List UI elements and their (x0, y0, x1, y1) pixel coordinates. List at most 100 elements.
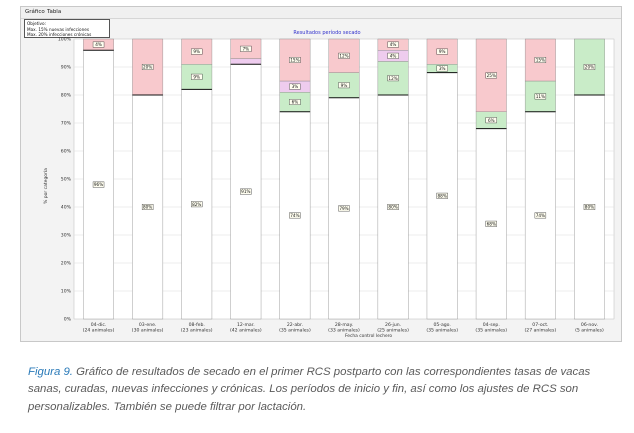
value-label-box (583, 204, 596, 210)
value-label: 88% (438, 193, 447, 198)
value-label: 4% (390, 42, 397, 47)
x-tick-count: (24 animales) (83, 328, 115, 334)
value-label: 80% (585, 205, 594, 210)
menu-tabla[interactable]: Tabla (47, 9, 62, 15)
value-label: 15% (536, 58, 545, 63)
x-tick-count: (23 animales) (181, 328, 213, 334)
value-label: 9% (439, 49, 446, 54)
value-label-box (191, 201, 203, 208)
value-label: 3% (439, 66, 446, 71)
figure-caption: Figura 9. Gráfico de resultados de secad… (28, 364, 618, 416)
value-label: 12% (388, 76, 397, 81)
objectives-title: Objetivo: (27, 21, 46, 26)
value-label: 82% (192, 202, 201, 207)
value-label: 80% (388, 205, 397, 210)
value-label-box (141, 64, 154, 70)
value-label-box (92, 41, 105, 48)
value-label: 12% (339, 53, 348, 58)
y-tick-label: 20% (61, 261, 72, 267)
value-label: 7% (242, 46, 249, 51)
x-tick-date: 08-feb. (189, 322, 205, 328)
y-tick-label: 90% (61, 65, 72, 71)
x-tick-count: (35 animales) (279, 328, 311, 334)
objectives-box: Objetivo: Max. 15% nuevas infecciones Ma… (24, 19, 110, 38)
y-tick-label: 40% (61, 205, 72, 211)
value-label: 20% (585, 65, 594, 70)
value-label-box (436, 48, 448, 55)
x-tick-date: 04-sep. (483, 322, 500, 328)
app-window: Gráfico Tabla Objetivo: Max. 15% nuevas … (20, 6, 622, 342)
x-tick-count: (35 animales) (475, 328, 507, 334)
value-label-box (583, 64, 596, 70)
value-label-box (534, 212, 547, 219)
menu-bar: Gráfico Tabla (21, 7, 621, 19)
y-tick-label: 10% (61, 289, 72, 295)
y-tick-label: 80% (61, 93, 72, 99)
value-label: 74% (536, 213, 545, 218)
value-label-box (485, 220, 497, 227)
value-label-box (141, 204, 154, 210)
value-label-box (240, 45, 252, 52)
x-tick-count: (35 animales) (426, 328, 458, 334)
value-label-box (191, 48, 203, 55)
x-tick-count: (27 animales) (525, 328, 557, 334)
value-label-box (534, 57, 547, 63)
value-label-box (191, 73, 203, 80)
value-label: 11% (536, 94, 545, 99)
value-label-box (485, 72, 497, 79)
x-tick-date: 12-mar. (237, 322, 255, 328)
value-label: 79% (339, 206, 348, 211)
y-tick-label: 0% (64, 317, 72, 323)
value-label-box (387, 41, 399, 48)
value-label: 80% (143, 205, 152, 210)
value-label: 9% (193, 49, 200, 54)
value-label-box (436, 65, 448, 72)
value-label: 4% (390, 53, 397, 58)
y-tick-label: 100% (58, 37, 72, 43)
x-tick-count: (42 animales) (230, 328, 262, 334)
value-label: 6% (292, 100, 299, 105)
value-label: 9% (193, 74, 200, 79)
y-tick-label: 50% (61, 177, 72, 183)
chart-title: Resultados período secado (293, 29, 360, 36)
caption-label: Figura 9. (28, 366, 73, 378)
x-tick-date: 22-abr. (287, 322, 303, 328)
results-chart: Resultados período secado 0% 10% 20% 30% 40%… (42, 29, 615, 339)
menu-grafico[interactable]: Gráfico (25, 9, 45, 15)
x-tick-date: 07-oct. (532, 322, 548, 328)
value-label-box (240, 188, 252, 195)
value-label: 4% (95, 42, 102, 47)
x-axis-label: Fecha control lechero (345, 333, 392, 339)
value-label: 96% (94, 182, 103, 187)
value-label: 6% (488, 118, 495, 123)
x-tick-date: 06-nov. (581, 322, 598, 328)
value-label-box (534, 93, 547, 100)
x-tick-count: (30 animales) (132, 328, 164, 334)
x-axis-ticks: 04-dic.(24 animales) 03-ene.(30 animales)… (83, 322, 604, 339)
x-tick-count: (33 animales) (328, 328, 360, 334)
bar-group: 96% 4% 80% 20% 82% 9% 9% 91% 7% 74% 6% 3% 15% 79% 9% 12… (83, 38, 605, 320)
x-tick-count: (25 animales) (377, 328, 409, 334)
value-label-box (289, 212, 301, 219)
value-label-box (387, 204, 399, 210)
caption-text: Gráfico de resultados de secado en el pr… (28, 366, 591, 413)
x-tick-date: 28-may. (335, 322, 353, 328)
value-label: 68% (487, 221, 496, 226)
y-tick-label: 30% (61, 233, 72, 239)
value-label-box (92, 181, 105, 188)
value-label: 3% (292, 84, 299, 89)
value-label: 20% (143, 65, 152, 70)
objectives-line-1: Max. 15% nuevas infecciones (27, 26, 90, 32)
objectives-line-2: Max. 20% infecciones crónicas (27, 32, 92, 38)
y-axis-ticks: 0% 10% 20% 30% 40% 50% 60% 70% 80% 90% 100% (58, 37, 72, 323)
value-label: 91% (241, 189, 250, 194)
value-label-box (289, 99, 301, 105)
value-label-box (387, 52, 399, 59)
x-tick-date: 26-jun. (385, 322, 401, 328)
value-label: 25% (487, 73, 496, 78)
value-label-box (338, 52, 350, 59)
value-label-box (485, 117, 497, 124)
value-label-box (289, 57, 301, 63)
x-tick-date: 05-ago. (433, 322, 450, 328)
value-label-box (289, 83, 301, 90)
